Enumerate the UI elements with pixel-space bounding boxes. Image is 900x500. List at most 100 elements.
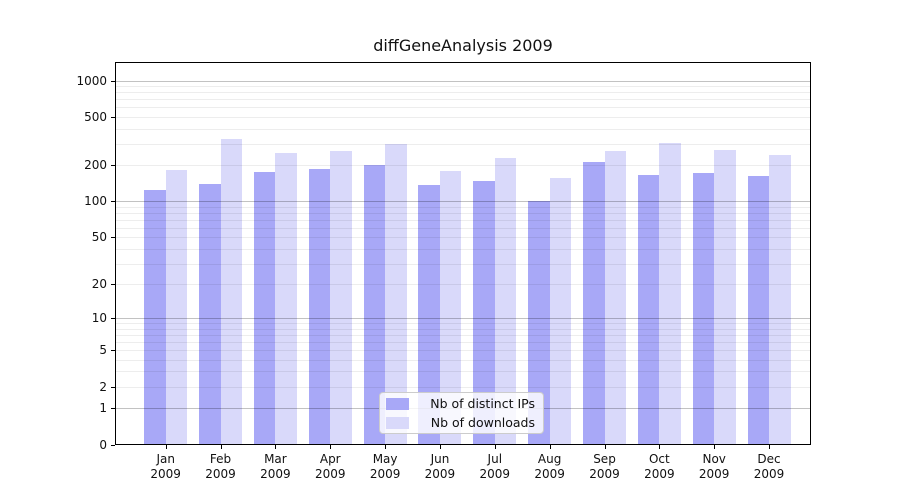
x-tick-jan	[165, 445, 167, 449]
bar-downloads-oct	[659, 142, 681, 445]
bar-distinct-ips-jun	[418, 184, 440, 445]
bar-downloads-sep	[604, 151, 626, 445]
minor-gridline-2	[116, 386, 810, 388]
y-axis-tick-label-5: 5	[99, 343, 107, 358]
minor-gridline-700	[116, 99, 810, 101]
y-axis-tick-label-1: 1	[99, 400, 107, 415]
y-axis-tick-label-100: 100	[84, 194, 107, 209]
x-axis-tick-label-dec: Dec 2009	[753, 452, 785, 481]
bar-distinct-ips-aug	[528, 201, 550, 445]
bar-downloads-jul	[494, 157, 517, 445]
x-axis-tick-label-may: May 2009	[369, 452, 401, 481]
y-tick-500	[111, 117, 115, 118]
x-tick-oct	[659, 445, 661, 449]
y-axis-tick-label-2: 2	[99, 379, 107, 394]
legend-label-distinct-ips: Nb of distinct IPs	[430, 396, 535, 411]
x-axis-tick-label-aug: Aug 2009	[534, 452, 565, 481]
y-tick-10	[111, 318, 115, 320]
bar-distinct-ips-sep	[583, 162, 605, 445]
y-axis-tick-label-50: 50	[91, 230, 107, 245]
legend: Nb of distinct IPs Nb of downloads	[379, 392, 544, 434]
bar-downloads-feb	[220, 138, 243, 445]
legend-item-downloads: Nb of downloads	[386, 415, 535, 430]
x-axis-tick-label-feb: Feb 2009	[205, 452, 236, 481]
bar-downloads-jun	[439, 170, 462, 445]
minor-gridline-500	[116, 117, 810, 118]
minor-gridline-80	[116, 213, 810, 214]
minor-gridline-200	[116, 165, 810, 167]
y-axis-tick-label-200: 200	[84, 158, 107, 173]
x-tick-jul	[494, 445, 496, 449]
bar-distinct-ips-oct	[637, 175, 660, 445]
y-tick-200	[111, 165, 115, 167]
x-axis-tick-label-oct: Oct 2009	[644, 452, 675, 481]
bar-distinct-ips-nov	[692, 173, 715, 445]
major-gridline-100	[116, 201, 810, 203]
bar-downloads-jan	[165, 170, 188, 445]
legend-swatch-distinct-ips	[386, 397, 409, 410]
minor-gridline-300	[116, 143, 810, 145]
legend-label-downloads: Nb of downloads	[430, 415, 535, 430]
bar-distinct-ips-feb	[199, 183, 221, 445]
x-axis-tick-label-mar: Mar 2009	[260, 452, 291, 481]
bar-downloads-aug	[549, 178, 572, 445]
y-axis-tick-label-500: 500	[84, 110, 107, 124]
x-axis-tick-label-jan: Jan 2009	[150, 452, 181, 481]
bar-distinct-ips-jan	[144, 189, 166, 445]
x-tick-mar	[275, 445, 277, 449]
minor-gridline-7	[116, 334, 810, 336]
x-tick-feb	[220, 445, 222, 449]
minor-gridline-400	[116, 128, 810, 130]
x-axis-tick-label-nov: Nov 2009	[698, 452, 730, 481]
minor-gridline-60	[116, 227, 810, 229]
minor-gridline-50	[116, 237, 810, 239]
bar-downloads-may	[385, 143, 407, 445]
minor-gridline-900	[116, 86, 810, 88]
y-axis-tick-label-1000: 1000	[76, 73, 107, 88]
major-gridline-1000	[116, 80, 810, 82]
x-tick-sep	[604, 445, 606, 449]
minor-gridline-70	[116, 219, 810, 221]
minor-gridline-800	[116, 92, 810, 94]
minor-gridline-20	[116, 284, 810, 286]
x-tick-nov	[714, 445, 716, 449]
y-tick-0	[111, 444, 115, 446]
axes-frame	[115, 62, 811, 445]
y-axis-tick-label-0: 0	[99, 437, 107, 452]
minor-gridline-600	[116, 107, 810, 109]
y-tick-50	[111, 237, 115, 239]
major-gridline-10	[116, 318, 810, 320]
minor-gridline-6	[116, 341, 810, 343]
x-axis-tick-label-jun: Jun 2009	[424, 452, 456, 481]
minor-gridline-8	[116, 328, 810, 330]
chart-title: diffGeneAnalysis 2009	[373, 36, 553, 55]
x-tick-aug	[549, 445, 551, 449]
minor-gridline-5	[116, 350, 810, 352]
x-axis-tick-label-apr: Apr 2009	[314, 452, 346, 481]
minor-gridline-9	[116, 323, 810, 325]
x-tick-apr	[330, 445, 332, 449]
bar-distinct-ips-dec	[747, 175, 770, 445]
bar-distinct-ips-apr	[308, 169, 331, 445]
minor-gridline-30	[116, 263, 810, 265]
y-tick-5	[111, 350, 115, 352]
bar-distinct-ips-may	[363, 165, 386, 445]
bar-downloads-nov	[714, 149, 736, 445]
y-tick-1000	[111, 80, 115, 82]
legend-item-distinct-ips: Nb of distinct IPs	[386, 396, 535, 411]
minor-gridline-90	[116, 206, 810, 208]
y-axis-tick-label-10: 10	[91, 311, 107, 326]
x-tick-jun	[439, 445, 441, 449]
minor-gridline-40	[116, 248, 810, 250]
bar-distinct-ips-jul	[473, 180, 495, 445]
x-axis-tick-label-jul: Jul 2009	[479, 452, 511, 481]
y-tick-20	[111, 284, 115, 286]
y-axis-tick-label-20: 20	[91, 277, 107, 292]
x-axis-tick-label-sep: Sep 2009	[589, 452, 620, 481]
minor-gridline-4	[116, 359, 810, 361]
bar-distinct-ips-mar	[253, 171, 276, 445]
minor-gridline-3	[116, 371, 810, 373]
bar-downloads-mar	[275, 152, 297, 445]
legend-swatch-downloads	[386, 416, 409, 429]
